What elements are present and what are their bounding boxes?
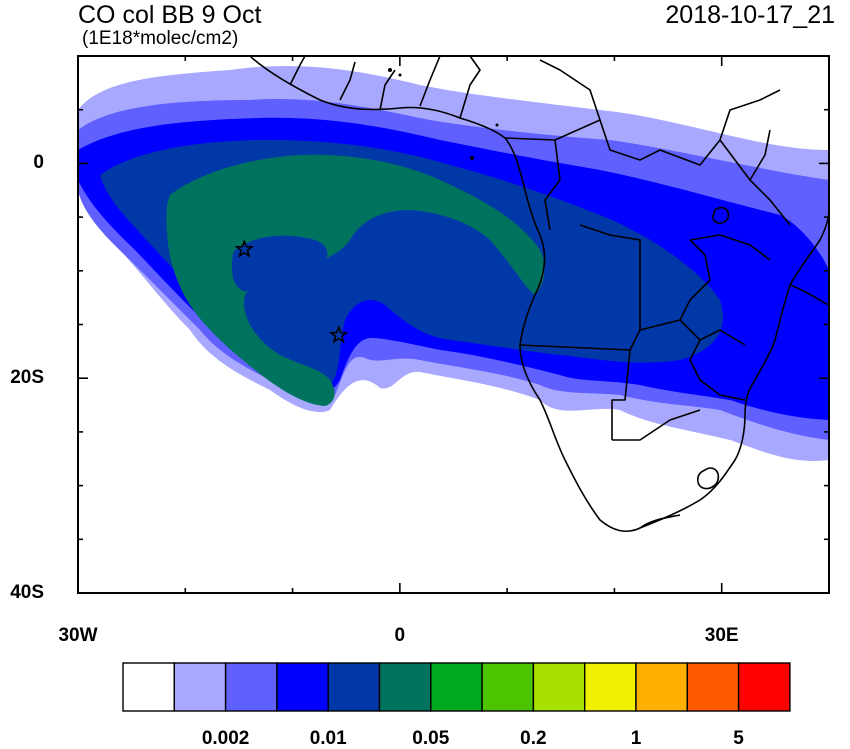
star-marker-2: [328, 324, 349, 344]
colorbar-label: 0.002: [201, 728, 250, 749]
colorbar-swatch: [276, 662, 329, 712]
colorbar-swatch: [584, 662, 637, 712]
star-marker-1: [234, 239, 255, 258]
islands: [388, 68, 499, 160]
lat-label: 40S: [10, 582, 44, 603]
colorbar-label: 1: [630, 728, 642, 749]
colorbar-label: 0.05: [412, 728, 450, 749]
colorbar-label: 0.2: [520, 728, 547, 749]
colorbar-swatch: [224, 662, 278, 712]
star-markers: [234, 239, 349, 344]
lon-label: 30W: [58, 625, 98, 646]
colorbar-swatch: [481, 662, 535, 712]
map-title: CO col BB 9 Oct: [78, 1, 262, 29]
colorbar-swatch: [430, 662, 483, 712]
lon-label: 30E: [704, 625, 739, 646]
colorbar-label: 0.01: [309, 728, 347, 749]
map-units: (1E18*molec/cm2): [82, 28, 239, 49]
colorbar-swatch: [378, 662, 432, 712]
colorbar-swatch: [686, 662, 740, 712]
map-plot: [77, 55, 830, 594]
colorbar-label: 5: [733, 728, 744, 749]
axis-ticks: [77, 55, 830, 594]
colorbar-swatch: [635, 662, 688, 712]
colorbar-swatch: [532, 662, 586, 712]
lat-label: 20S: [10, 367, 44, 389]
plume-band-teal: [166, 154, 545, 406]
lon-label: 0: [394, 625, 406, 646]
coastlines: [249, 56, 829, 532]
map-timestamp: 2018-10-17_21: [665, 1, 835, 29]
lat-label: 0: [33, 152, 44, 174]
plume-inner-region: [232, 235, 328, 292]
colorbar-swatch: [173, 662, 227, 712]
colorbar-swatch: [122, 662, 175, 712]
colorbar-swatch: [327, 662, 381, 712]
colorbar-swatch: [737, 662, 791, 712]
